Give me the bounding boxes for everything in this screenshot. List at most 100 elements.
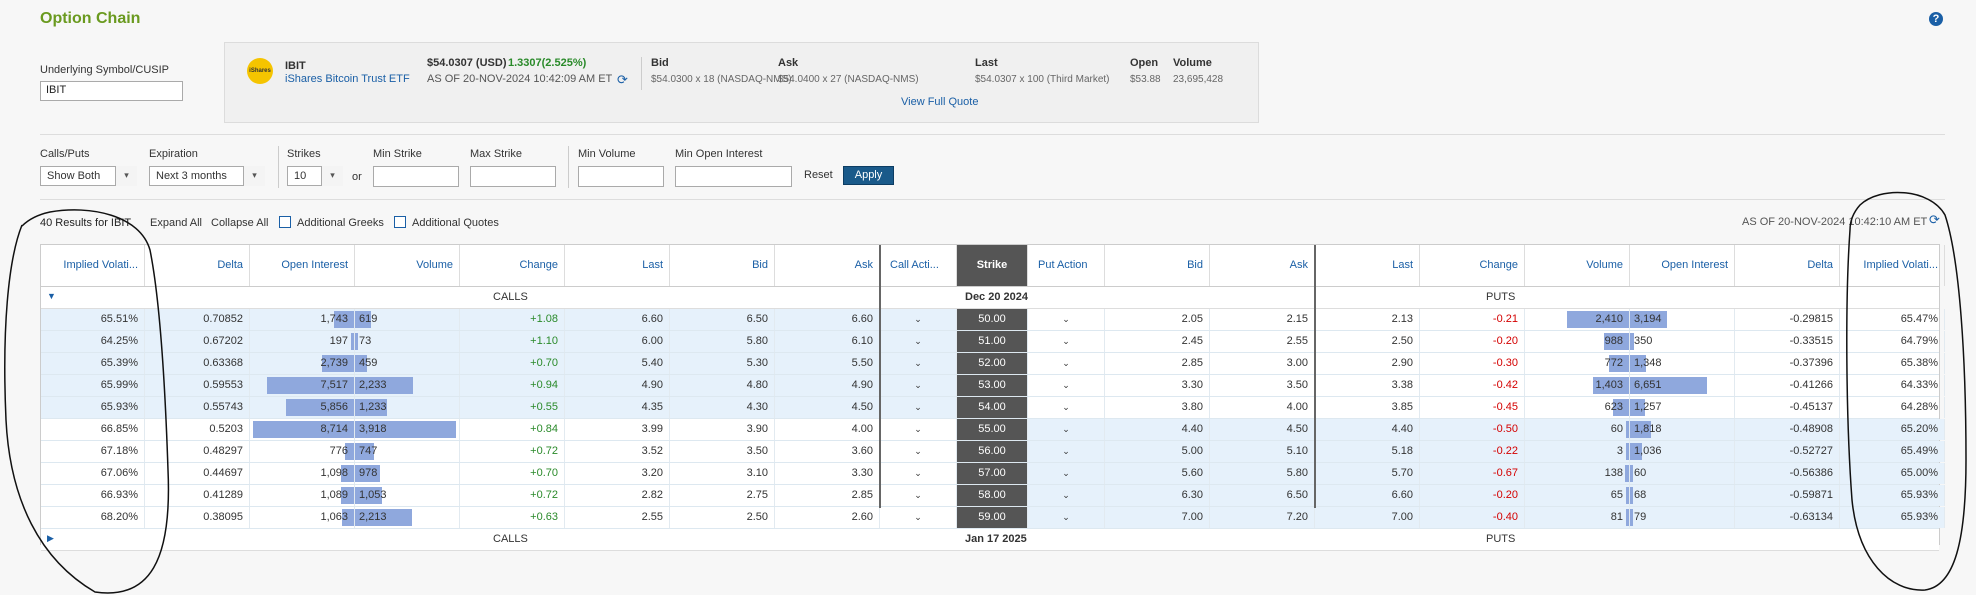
header-put-volume[interactable]: Volume (1525, 245, 1630, 286)
chevron-down-icon[interactable]: ⌄ (914, 358, 922, 368)
put-action-cell[interactable]: ⌄ (1028, 441, 1105, 462)
chevron-down-icon[interactable]: ⌄ (1062, 402, 1070, 412)
put-delta-value: -0.45137 (1789, 401, 1833, 413)
strikes-select[interactable]: 10 ▾ (287, 166, 343, 186)
chevron-down-icon[interactable]: ⌄ (1062, 314, 1070, 324)
max-strike-input[interactable] (470, 166, 556, 187)
put-open-interest-cell: 79 (1630, 507, 1735, 528)
chevron-down-icon[interactable]: ⌄ (1062, 380, 1070, 390)
chevron-down-icon[interactable]: ⌄ (914, 512, 922, 522)
header-call-volume[interactable]: Volume (355, 245, 460, 286)
call-action-cell[interactable]: ⌄ (880, 463, 957, 484)
put-action-cell[interactable]: ⌄ (1028, 485, 1105, 506)
header-put-change[interactable]: Change (1420, 245, 1525, 286)
chevron-down-icon[interactable]: ⌄ (1062, 512, 1070, 522)
refresh-quote-icon[interactable]: ⟳ (617, 72, 628, 87)
chevron-down-icon[interactable]: ⌄ (914, 314, 922, 324)
header-call-bid[interactable]: Bid (670, 245, 775, 286)
header-strike[interactable]: Strike (957, 245, 1028, 286)
put-action-cell[interactable]: ⌄ (1028, 463, 1105, 484)
chevron-down-icon[interactable]: ⌄ (914, 402, 922, 412)
expiration-section-header[interactable]: ▶ CALLS Jan 17 2025 PUTS (41, 529, 1939, 551)
chevron-down-icon[interactable]: ⌄ (1062, 358, 1070, 368)
additional-quotes-checkbox[interactable] (394, 216, 406, 228)
put-action-cell[interactable]: ⌄ (1028, 375, 1105, 396)
min-open-interest-input[interactable] (675, 166, 792, 187)
table-row[interactable]: 65.99% 0.59553 7,517 2,233 +0.94 4.90 4.80 4.90… (41, 375, 1945, 397)
chevron-down-icon[interactable]: ⌄ (914, 468, 922, 478)
help-icon[interactable]: ? (1929, 12, 1943, 26)
underlying-symbol-input[interactable]: IBIT (40, 81, 183, 101)
min-strike-input[interactable] (373, 166, 459, 187)
chevron-down-icon[interactable]: ⌄ (1062, 468, 1070, 478)
call-action-cell[interactable]: ⌄ (880, 331, 957, 352)
min-volume-input[interactable] (578, 166, 664, 187)
header-call-implied-volatility[interactable]: Implied Volati... (41, 245, 145, 286)
call-action-cell[interactable]: ⌄ (880, 419, 957, 440)
put-action-cell[interactable]: ⌄ (1028, 353, 1105, 374)
chevron-down-icon[interactable]: ⌄ (914, 446, 922, 456)
chevron-down-icon[interactable]: ⌄ (1062, 424, 1070, 434)
expand-all-link[interactable]: Expand All (150, 217, 202, 229)
chevron-down-icon[interactable]: ▾ (321, 166, 343, 186)
table-row[interactable]: 66.93% 0.41289 1,089 1,053 +0.72 2.82 2.75 2.85… (41, 485, 1945, 507)
header-call-delta[interactable]: Delta (145, 245, 250, 286)
apply-button[interactable]: Apply (843, 166, 894, 185)
put-action-cell[interactable]: ⌄ (1028, 397, 1105, 418)
table-row[interactable]: 64.25% 0.67202 197 73 +1.10 6.00 5.80 6.10 ⌄ 51.0… (41, 331, 1945, 353)
chevron-down-icon[interactable]: ▾ (115, 166, 137, 186)
header-call-open-interest[interactable]: Open Interest (250, 245, 355, 286)
call-action-cell[interactable]: ⌄ (880, 309, 957, 330)
table-row[interactable]: 67.06% 0.44697 1,098 978 +0.70 3.20 3.10 3.30 ⌄ 5… (41, 463, 1945, 485)
header-put-action[interactable]: Put Action (1028, 245, 1105, 286)
header-call-last[interactable]: Last (565, 245, 670, 286)
refresh-chain-icon[interactable]: ⟳ (1929, 212, 1940, 227)
put-action-cell[interactable]: ⌄ (1028, 331, 1105, 352)
view-full-quote-link[interactable]: View Full Quote (901, 96, 979, 108)
header-put-last[interactable]: Last (1315, 245, 1420, 286)
header-call-action[interactable]: Call Acti... (880, 245, 957, 286)
call-action-cell[interactable]: ⌄ (880, 441, 957, 462)
header-put-implied-volatility[interactable]: Implied Volati... (1840, 245, 1945, 286)
put-action-cell[interactable]: ⌄ (1028, 309, 1105, 330)
call-action-cell[interactable]: ⌄ (880, 507, 957, 528)
chevron-down-icon[interactable]: ⌄ (914, 490, 922, 500)
reset-link[interactable]: Reset (804, 169, 833, 181)
table-row[interactable]: 65.93% 0.55743 5,856 1,233 +0.55 4.35 4.30 4.50… (41, 397, 1945, 419)
call-action-cell[interactable]: ⌄ (880, 375, 957, 396)
chevron-down-icon[interactable]: ⌄ (914, 424, 922, 434)
calls-puts-select[interactable]: Show Both ▾ (40, 166, 137, 186)
chevron-down-icon[interactable]: ⌄ (1062, 490, 1070, 500)
header-put-delta[interactable]: Delta (1735, 245, 1840, 286)
put-action-cell[interactable]: ⌄ (1028, 507, 1105, 528)
chevron-down-icon[interactable]: ⌄ (1062, 446, 1070, 456)
call-bid-cell: 6.50 (670, 309, 775, 330)
call-action-cell[interactable]: ⌄ (880, 353, 957, 374)
chevron-down-icon[interactable]: ⌄ (1062, 336, 1070, 346)
collapse-triangle-icon[interactable]: ▼ (47, 291, 56, 301)
expiration-section-header[interactable]: ▼ CALLS Dec 20 2024 PUTS (41, 287, 1939, 309)
quote-name-link[interactable]: iShares Bitcoin Trust ETF (285, 73, 410, 85)
call-action-cell[interactable]: ⌄ (880, 485, 957, 506)
put-action-cell[interactable]: ⌄ (1028, 419, 1105, 440)
table-row[interactable]: 68.20% 0.38095 1,063 2,213 +0.63 2.55 2.50 2.60… (41, 507, 1945, 529)
header-put-bid[interactable]: Bid (1105, 245, 1210, 286)
expiration-select[interactable]: Next 3 months ▾ (149, 166, 265, 186)
header-put-open-interest[interactable]: Open Interest (1630, 245, 1735, 286)
table-row[interactable]: 65.39% 0.63368 2,739 459 +0.70 5.40 5.30 5.50 ⌄ 5… (41, 353, 1945, 375)
call-change-value: +1.08 (530, 313, 558, 325)
collapse-all-link[interactable]: Collapse All (211, 217, 269, 229)
chevron-down-icon[interactable]: ▾ (243, 166, 265, 186)
chevron-down-icon[interactable]: ⌄ (914, 336, 922, 346)
table-row[interactable]: 65.51% 0.70852 1,743 619 +1.08 6.60 6.50 6.60 ⌄ 5… (41, 309, 1945, 331)
expand-triangle-icon[interactable]: ▶ (47, 533, 54, 543)
header-call-change[interactable]: Change (460, 245, 565, 286)
table-row[interactable]: 67.18% 0.48297 776 747 +0.72 3.52 3.50 3.60 ⌄ 56.… (41, 441, 1945, 463)
strike-cell: 57.00 (957, 463, 1028, 484)
filter-top-rule (40, 134, 1945, 135)
call-action-cell[interactable]: ⌄ (880, 397, 957, 418)
table-row[interactable]: 66.85% 0.5203 8,714 3,918 +0.84 3.99 3.90 4.00 ⌄… (41, 419, 1945, 441)
additional-greeks-checkbox[interactable] (279, 216, 291, 228)
call-delta-value: 0.63368 (203, 357, 243, 369)
chevron-down-icon[interactable]: ⌄ (914, 380, 922, 390)
